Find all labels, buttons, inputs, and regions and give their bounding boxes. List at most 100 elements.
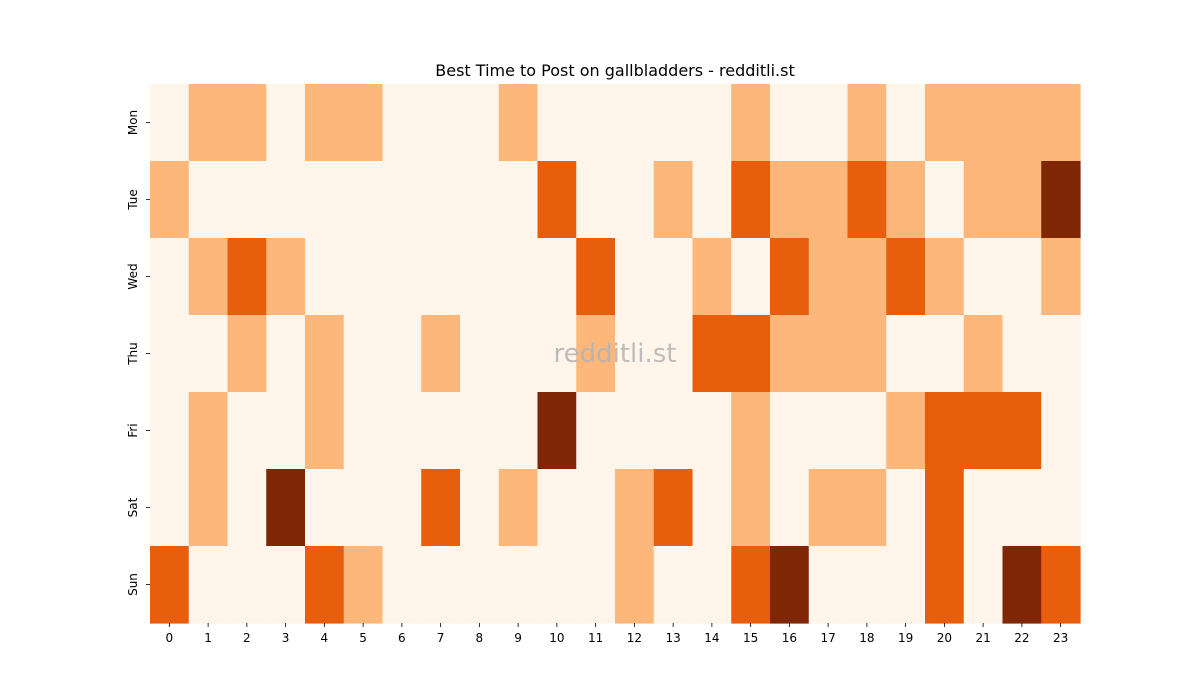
heatmap-cell-thu-2 bbox=[227, 315, 267, 393]
heatmap-cell-tue-19 bbox=[886, 161, 926, 239]
x-tick-label: 12 bbox=[627, 631, 642, 645]
heatmap-cell-thu-6 bbox=[382, 315, 422, 393]
heatmap-cell-sat-17 bbox=[808, 469, 849, 547]
heatmap-cell-fri-7 bbox=[421, 392, 461, 470]
heatmap-cell-tue-8 bbox=[460, 161, 500, 239]
heatmap-cell-thu-23 bbox=[1041, 315, 1081, 393]
x-tick-label: 9 bbox=[514, 631, 522, 645]
heatmap-cell-sat-5 bbox=[343, 469, 384, 547]
x-tick-label: 0 bbox=[166, 631, 174, 645]
heatmap-cell-sun-16 bbox=[770, 546, 810, 624]
heatmap-cell-sat-2 bbox=[227, 469, 267, 547]
heatmap-cell-sat-22 bbox=[1002, 469, 1042, 547]
heatmap-cell-fri-14 bbox=[692, 392, 732, 470]
heatmap-cell-mon-13 bbox=[653, 84, 694, 162]
heatmap-cell-sun-18 bbox=[847, 546, 887, 624]
heatmap-cell-mon-20 bbox=[925, 84, 965, 162]
heatmap-cell-tue-15 bbox=[731, 161, 771, 239]
heatmap-cell-sat-1 bbox=[188, 469, 229, 547]
heatmap-cell-sun-5 bbox=[343, 546, 384, 624]
y-tick-label: Thu bbox=[126, 342, 140, 366]
x-tick-label: 14 bbox=[704, 631, 719, 645]
heatmap-cell-thu-21 bbox=[963, 315, 1004, 393]
heatmap-cell-sat-3 bbox=[266, 469, 306, 547]
x-tick-label: 10 bbox=[549, 631, 564, 645]
heatmap-cell-sat-13 bbox=[653, 469, 694, 547]
heatmap-cell-sat-20 bbox=[925, 469, 965, 547]
heatmap-cell-mon-4 bbox=[305, 84, 345, 162]
heatmap-cell-tue-7 bbox=[421, 161, 461, 239]
heatmap-cell-wed-0 bbox=[150, 238, 190, 316]
heatmap-cell-fri-6 bbox=[382, 392, 422, 470]
heatmap-cell-wed-17 bbox=[808, 238, 849, 316]
heatmap-cell-thu-11 bbox=[576, 315, 616, 393]
heatmap-cell-wed-14 bbox=[692, 238, 732, 316]
heatmap-cell-tue-11 bbox=[576, 161, 616, 239]
heatmap-cell-sun-2 bbox=[227, 546, 267, 624]
heatmap-cell-mon-1 bbox=[188, 84, 229, 162]
x-tick-label: 11 bbox=[588, 631, 603, 645]
heatmap-cell-sun-23 bbox=[1041, 546, 1081, 624]
heatmap-cell-wed-8 bbox=[460, 238, 500, 316]
heatmap-cell-fri-13 bbox=[653, 392, 694, 470]
heatmap-cell-wed-16 bbox=[770, 238, 810, 316]
y-tick-label: Sun bbox=[126, 573, 140, 596]
heatmap-cell-wed-23 bbox=[1041, 238, 1081, 316]
heatmap-cell-sat-19 bbox=[886, 469, 926, 547]
heatmap-cell-mon-16 bbox=[770, 84, 810, 162]
heatmap-cell-wed-21 bbox=[963, 238, 1004, 316]
heatmap-cell-mon-22 bbox=[1002, 84, 1042, 162]
heatmap-cell-mon-14 bbox=[692, 84, 732, 162]
heatmap-cell-wed-20 bbox=[925, 238, 965, 316]
heatmap-cell-fri-15 bbox=[731, 392, 771, 470]
heatmap-cell-sun-15 bbox=[731, 546, 771, 624]
heatmap-cell-sun-21 bbox=[963, 546, 1004, 624]
x-tick-label: 15 bbox=[743, 631, 758, 645]
x-tick-label: 22 bbox=[1014, 631, 1029, 645]
x-tick-label: 5 bbox=[359, 631, 367, 645]
heatmap-cell-thu-7 bbox=[421, 315, 461, 393]
heatmap-cell-sat-4 bbox=[305, 469, 345, 547]
heatmap-cell-mon-11 bbox=[576, 84, 616, 162]
heatmap-cell-thu-16 bbox=[770, 315, 810, 393]
heatmap-cell-sat-10 bbox=[537, 469, 577, 547]
heatmap-cell-thu-5 bbox=[343, 315, 384, 393]
heatmap-cell-sun-7 bbox=[421, 546, 461, 624]
heatmap-cell-thu-1 bbox=[188, 315, 229, 393]
heatmap-cell-wed-5 bbox=[343, 238, 384, 316]
heatmap-cell-sat-11 bbox=[576, 469, 616, 547]
x-tick-label: 8 bbox=[476, 631, 484, 645]
x-tick-label: 21 bbox=[975, 631, 990, 645]
heatmap-cell-thu-13 bbox=[653, 315, 694, 393]
x-tick-label: 7 bbox=[437, 631, 445, 645]
heatmap-cell-sat-21 bbox=[963, 469, 1004, 547]
heatmap-cell-sun-6 bbox=[382, 546, 422, 624]
heatmap-cell-sat-18 bbox=[847, 469, 887, 547]
heatmap-cell-tue-9 bbox=[498, 161, 539, 239]
heatmap-cell-fri-4 bbox=[305, 392, 345, 470]
heatmap-cell-fri-8 bbox=[460, 392, 500, 470]
heatmap-cell-mon-7 bbox=[421, 84, 461, 162]
heatmap-cell-tue-18 bbox=[847, 161, 887, 239]
x-tick-label: 23 bbox=[1053, 631, 1068, 645]
heatmap-cell-fri-2 bbox=[227, 392, 267, 470]
heatmap-cell-wed-19 bbox=[886, 238, 926, 316]
heatmap-cell-tue-16 bbox=[770, 161, 810, 239]
heatmap-cell-tue-10 bbox=[537, 161, 577, 239]
heatmap-cell-sun-8 bbox=[460, 546, 500, 624]
heatmap-cell-thu-9 bbox=[498, 315, 539, 393]
heatmap-cell-wed-22 bbox=[1002, 238, 1042, 316]
heatmap-cell-fri-16 bbox=[770, 392, 810, 470]
heatmap-cell-fri-20 bbox=[925, 392, 965, 470]
heatmap-cell-thu-15 bbox=[731, 315, 771, 393]
heatmap-cell-fri-10 bbox=[537, 392, 577, 470]
heatmap-cell-tue-17 bbox=[808, 161, 849, 239]
heatmap-cell-sat-9 bbox=[498, 469, 539, 547]
heatmap-cell-mon-21 bbox=[963, 84, 1004, 162]
heatmap-cell-fri-3 bbox=[266, 392, 306, 470]
heatmap-cell-thu-22 bbox=[1002, 315, 1042, 393]
heatmap-cell-fri-17 bbox=[808, 392, 849, 470]
heatmap-cell-tue-0 bbox=[150, 161, 190, 239]
heatmap-cell-fri-12 bbox=[615, 392, 655, 470]
